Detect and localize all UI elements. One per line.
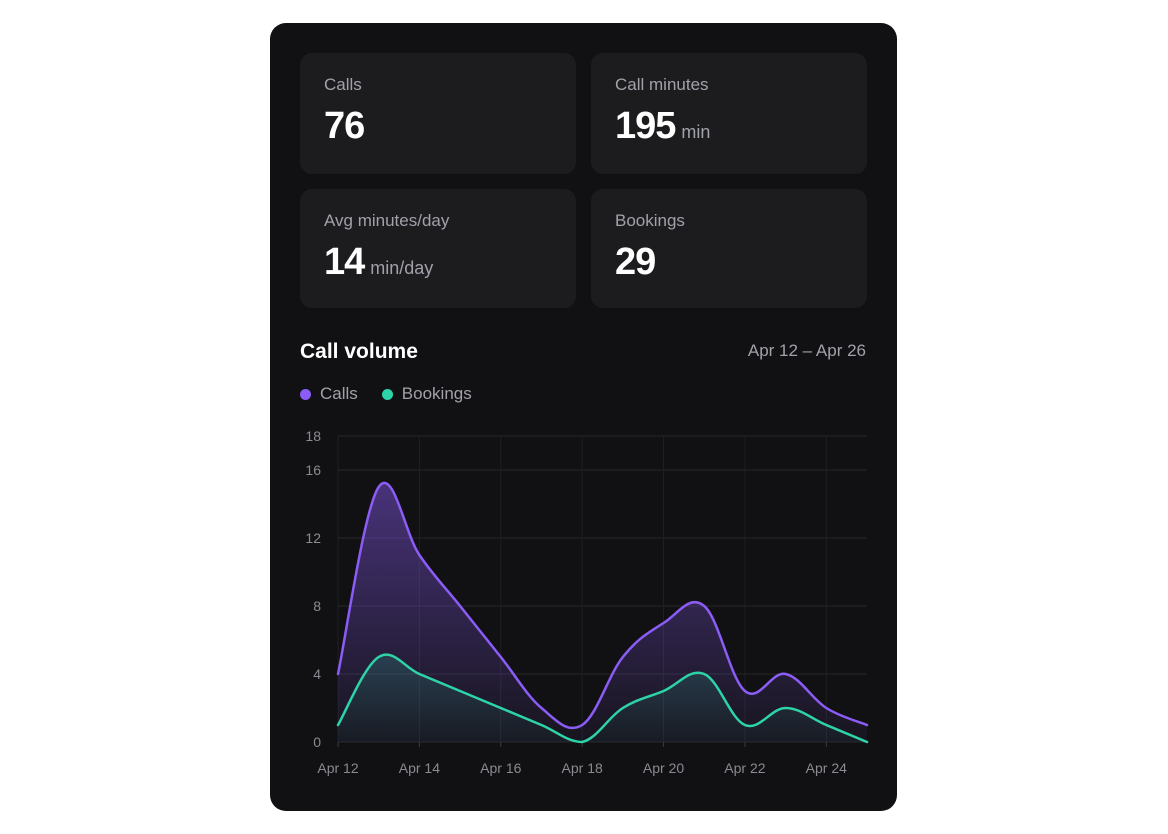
- legend-item-calls[interactable]: Calls: [300, 384, 358, 404]
- stat-value: 14: [324, 241, 365, 283]
- stat-value: 76: [324, 105, 365, 147]
- series-line-calls: [336, 482, 869, 730]
- stat-value-row: 195 min: [615, 105, 710, 148]
- stat-label: Calls: [324, 75, 362, 94]
- stat-label: Bookings: [615, 211, 685, 230]
- x-tick-label: Apr 16: [480, 760, 521, 776]
- stat-value-row: 76: [324, 105, 365, 148]
- x-tick-label: Apr 20: [643, 760, 684, 776]
- stat-label: Call minutes: [615, 75, 709, 94]
- y-tick-label: 8: [313, 598, 321, 614]
- x-tick-label: Apr 18: [562, 760, 603, 776]
- stat-card-avg-minutes: Avg minutes/day 14 min/day: [300, 189, 576, 308]
- stat-value-row: 29: [615, 241, 656, 284]
- date-range: Apr 12 – Apr 26: [747, 341, 866, 360]
- legend-dot: [300, 388, 311, 400]
- stat-value: 195: [615, 105, 676, 147]
- analytics-card: Calls 76 Call minutes 195 min Avg minutes…: [270, 23, 897, 811]
- chart-legend: Calls Bookings: [300, 384, 496, 404]
- legend-label: Calls: [320, 384, 358, 403]
- y-tick-label: 12: [305, 530, 321, 546]
- call-volume-chart: 0 4 8 12 16 18 Apr 12 Apr 14 Apr 16 Apr 18 Apr 20 A…: [305, 428, 869, 776]
- y-tick-label: 16: [305, 462, 321, 478]
- stat-label: Avg minutes/day: [324, 211, 450, 230]
- x-tick-label: Apr 14: [399, 760, 440, 776]
- stat-card-call-minutes: Call minutes 195 min: [591, 53, 867, 174]
- series-area-bookings: [338, 654, 867, 742]
- stat-value-row: 14 min/day: [324, 241, 433, 284]
- y-tick-label: 18: [305, 428, 321, 444]
- series-line-bookings: [336, 653, 869, 744]
- x-tick-label: Apr 12: [317, 760, 358, 776]
- stat-card-calls: Calls 76: [300, 53, 576, 174]
- y-tick-label: 4: [313, 666, 321, 682]
- stat-unit: min/day: [370, 258, 434, 278]
- stat-unit: min: [681, 122, 711, 142]
- stat-card-bookings: Bookings 29: [591, 189, 867, 308]
- chart-title: Call volume: [300, 340, 418, 363]
- x-tick-label: Apr 24: [806, 760, 847, 776]
- legend-item-bookings[interactable]: Bookings: [381, 384, 472, 404]
- y-tick-label: 0: [313, 734, 321, 750]
- x-tick-label: Apr 22: [724, 760, 765, 776]
- legend-label: Bookings: [401, 384, 472, 403]
- legend-dot: [381, 388, 393, 400]
- stat-value: 29: [615, 241, 656, 283]
